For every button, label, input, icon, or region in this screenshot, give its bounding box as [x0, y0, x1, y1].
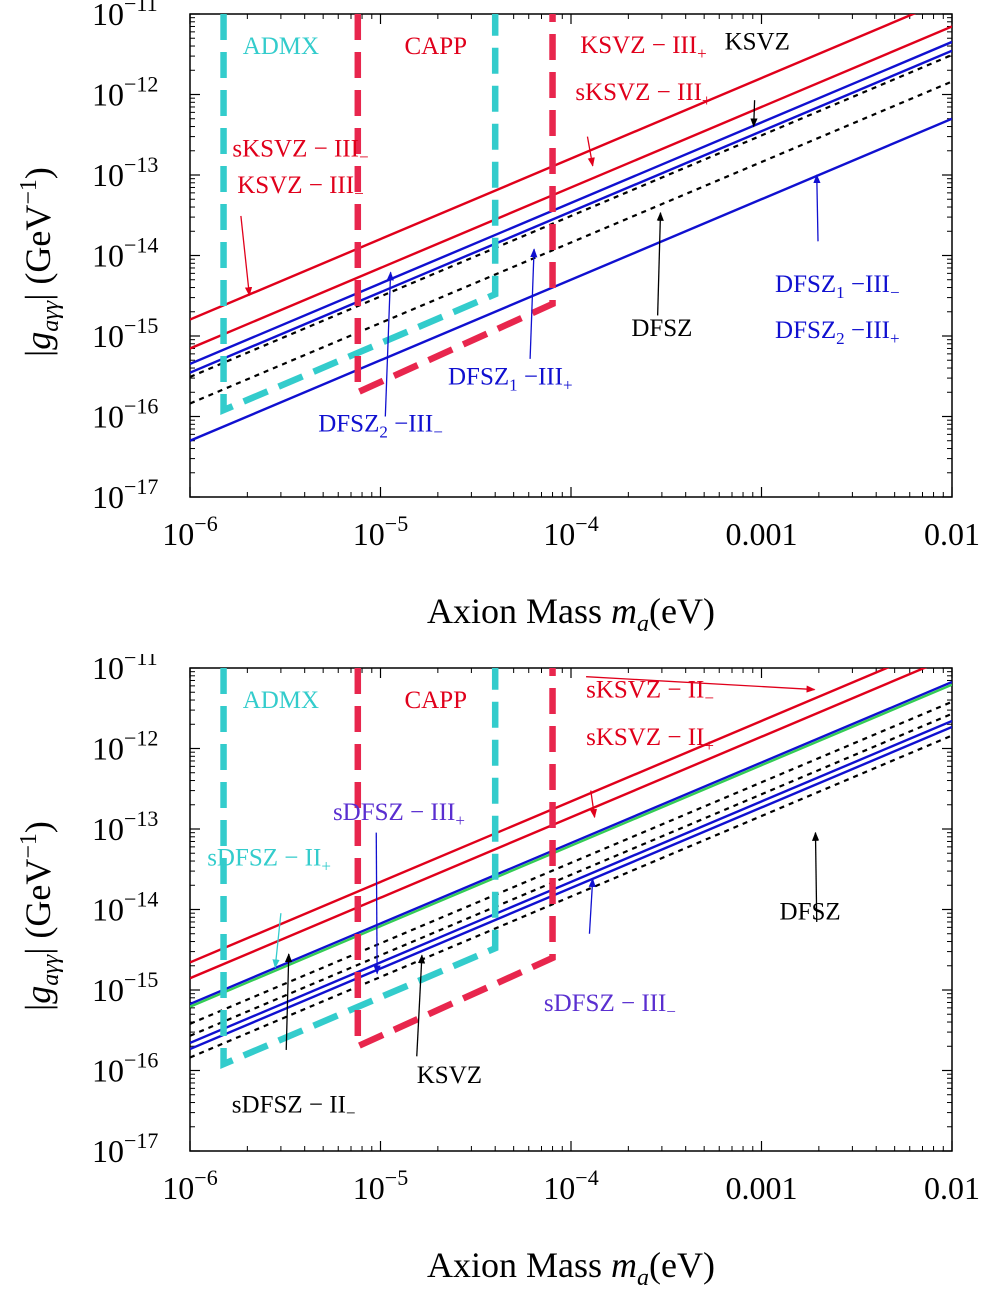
plot-area — [190, 14, 952, 442]
x-tick-label: 0.001 — [726, 1170, 798, 1206]
bottom-chart-panel: 10−6 10−5 10−4 0.001 0.01 10−17 10−16 10−15 10−1… — [0, 654, 989, 1308]
x-tick-label: 0.001 — [726, 516, 798, 552]
annotation-label: KSVZ — [725, 29, 790, 56]
top-chart-panel: 10−6 10−5 10−4 0.001 0.01 10−17 10−16 10−15 10−1… — [16, 0, 980, 637]
series-line — [190, 53, 952, 378]
y-tick-label: 10−17 — [92, 474, 158, 515]
series-line — [190, 80, 952, 405]
annotation-label: sDFSZ − II+ — [207, 845, 331, 876]
annotation-label: DFSZ1 −III− — [775, 271, 900, 302]
annotation-label: sKSVZ − II+ — [586, 724, 714, 755]
x-axis-title: Axion Mass ma(eV) — [427, 1245, 715, 1291]
series-line — [190, 712, 952, 1037]
x-axis-title: Axion Mass ma(eV) — [427, 591, 715, 637]
annotation-label: DFSZ2 −III+ — [775, 317, 900, 348]
annotation-label: sKSVZ − III− — [232, 135, 368, 166]
annotation-arrow — [813, 174, 821, 242]
annotation-label: CAPP — [404, 33, 467, 60]
limit-admx — [220, 14, 499, 416]
annotation-label: sDFSZ − III− — [544, 990, 676, 1021]
x-tick-label: 0.01 — [924, 516, 980, 552]
x-tick-label: 10−6 — [162, 1165, 217, 1206]
x-tick-label: 10−6 — [162, 511, 217, 552]
series-line — [190, 734, 952, 1059]
y-tick-label: 10−16 — [92, 394, 158, 435]
y-tick-label: 10−14 — [92, 887, 158, 928]
y-tick-label: 10−13 — [92, 152, 158, 193]
y-axis-title: |gaγγ| (GeV−1) — [16, 821, 64, 1011]
annotation-arrow — [284, 953, 293, 1050]
series-line — [190, 49, 952, 374]
y-tick-label: 10−16 — [92, 1048, 158, 1089]
series-line — [190, 117, 952, 442]
annotation-arrow — [750, 100, 758, 128]
annotation-label: KSVZ − III+ — [580, 32, 706, 63]
top-chart: 10−6 10−5 10−4 0.001 0.01 10−17 10−16 10−15 10−1… — [16, 0, 980, 637]
annotation-arrow — [416, 954, 426, 1057]
y-tick-label: 10−12 — [92, 726, 158, 767]
annotation-label: sKSVZ − II− — [586, 677, 714, 708]
annotation-arrow — [589, 790, 598, 819]
y-tick-label: 10−15 — [92, 967, 158, 1008]
annotation-arrow — [586, 676, 816, 693]
series-line — [190, 40, 952, 366]
series-line — [190, 719, 952, 1045]
annotation-label: ADMX — [243, 33, 319, 60]
annotation-label: DFSZ — [631, 315, 692, 342]
series-line — [190, 683, 952, 1008]
limit-capp — [354, 668, 556, 1052]
limit-admx — [220, 668, 499, 1070]
y-tick-label: 10−11 — [92, 0, 158, 32]
x-tick-label: 10−4 — [543, 511, 598, 552]
annotation-arrow — [272, 913, 282, 969]
y-axis-title: |gaγγ| (GeV−1) — [16, 167, 64, 357]
annotation-arrow — [373, 832, 381, 975]
y-tick-label: 10−15 — [92, 313, 158, 354]
annotation-label: sDFSZ − III+ — [333, 799, 465, 830]
x-tick-label: 0.01 — [924, 1170, 980, 1206]
annotation-arrow — [586, 136, 595, 167]
plot-area — [190, 668, 952, 1070]
y-tick-label: 10−12 — [92, 72, 158, 113]
annotation-label: ADMX — [243, 687, 319, 714]
annotation-label: DFSZ2 −III− — [318, 411, 443, 442]
annotation-label: KSVZ — [417, 1062, 482, 1089]
annotation-label: DFSZ1 −III+ — [448, 363, 573, 394]
series-line — [190, 14, 917, 321]
annotation-label: sDFSZ − II− — [232, 1092, 356, 1123]
annotation-label: sKSVZ − III+ — [575, 79, 711, 110]
annotation-arrow — [384, 271, 394, 417]
series-line — [190, 668, 890, 964]
annotation-arrow — [240, 215, 253, 297]
series-line — [190, 680, 952, 1006]
annotation-arrow — [529, 248, 538, 359]
annotation-label: CAPP — [404, 687, 467, 714]
annotation-label: KSVZ − III− — [237, 172, 363, 203]
bottom-chart: 10−6 10−5 10−4 0.001 0.01 10−17 10−16 10−15 10−1… — [16, 654, 980, 1291]
series-line — [190, 25, 952, 350]
y-tick-label: 10−17 — [92, 1128, 158, 1169]
annotation-arrow — [588, 877, 596, 934]
x-tick-label: 10−4 — [543, 1165, 598, 1206]
x-tick-label: 10−5 — [353, 511, 408, 552]
series-line — [190, 668, 928, 980]
annotation-label: DFSZ — [780, 899, 841, 926]
x-tick-label: 10−5 — [353, 1165, 408, 1206]
annotation-arrow — [656, 211, 664, 316]
annotation-arrow — [811, 831, 820, 922]
plot-frame — [189, 13, 953, 498]
series-line — [190, 700, 952, 1025]
limit-capp — [354, 14, 556, 398]
y-tick-label: 10−13 — [92, 806, 158, 847]
series-line — [190, 725, 952, 1051]
y-tick-label: 10−14 — [92, 233, 158, 274]
y-tick-label: 10−11 — [92, 654, 158, 686]
